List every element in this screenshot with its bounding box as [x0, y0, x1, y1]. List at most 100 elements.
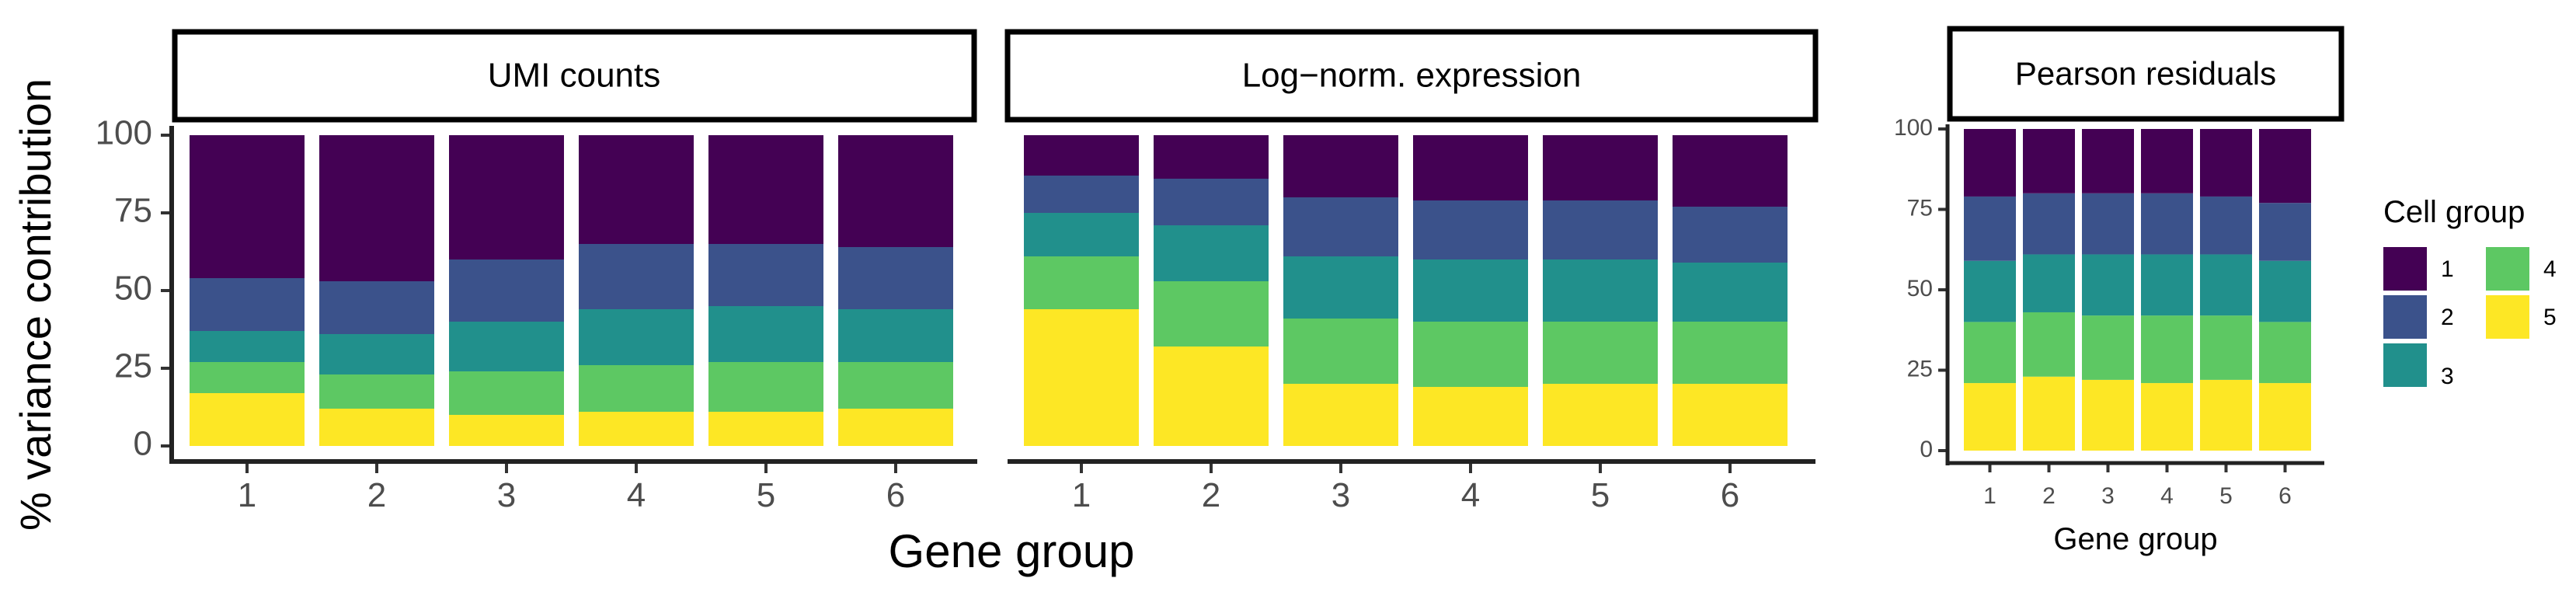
bar-segment-gene-1-cell-2	[190, 278, 305, 331]
x-tick-label: 2	[367, 476, 386, 514]
bar-segment-gene-2-cell-5	[2023, 376, 2075, 451]
bar-segment-gene-4-cell-3	[2141, 254, 2193, 316]
panel-title: Pearson residuals	[2015, 55, 2276, 92]
bar-segment-gene-1-cell-4	[1964, 322, 2016, 384]
bar-segment-gene-1-cell-2	[1024, 176, 1139, 213]
bar-segment-gene-3-cell-5	[1283, 384, 1398, 446]
x-tick-label: 5	[757, 476, 775, 514]
bar-segment-gene-3-cell-3	[449, 322, 564, 371]
x-tick-label: 2	[2042, 483, 2056, 509]
bar-segment-gene-2-cell-5	[1154, 347, 1269, 446]
tick-labels: 1 2 3 4 5 6 0 25 50 75 100	[1894, 115, 2292, 509]
bar-segment-gene-4-cell-4	[1413, 322, 1528, 387]
bar-segment-gene-1-cell-1	[1964, 129, 2016, 197]
bar-segment-gene-2-cell-3	[1154, 225, 1269, 281]
y-tick-label: 25	[1907, 356, 1933, 381]
bar-segment-gene-5-cell-2	[1543, 200, 1658, 259]
legend-label-4: 4	[2543, 256, 2557, 282]
y-tick-label: 50	[1907, 276, 1933, 301]
bar-segment-gene-2-cell-1	[1154, 135, 1269, 179]
bar-segment-gene-6-cell-1	[838, 135, 953, 247]
bar-segment-gene-6-cell-3	[1673, 263, 1788, 322]
bar-segment-gene-3-cell-2	[1283, 197, 1398, 256]
bar-segment-gene-5-cell-4	[1543, 322, 1658, 384]
bar-segment-gene-2-cell-4	[319, 374, 434, 409]
bar-segment-gene-3-cell-5	[449, 415, 564, 446]
bar-segment-gene-5-cell-3	[1543, 259, 1658, 322]
bar-segment-gene-1-cell-5	[190, 393, 305, 446]
y-tick-label: 100	[1894, 115, 1933, 141]
bar-segment-gene-4-cell-4	[579, 365, 694, 412]
x-axis-title: Gene group	[889, 525, 1135, 577]
bar-segment-gene-3-cell-2	[2082, 193, 2134, 255]
legend: Cell group 1 2 3 4 5	[2383, 195, 2557, 389]
bar-segment-gene-5-cell-1	[708, 135, 823, 244]
panel-title: UMI counts	[488, 57, 661, 95]
bar-segment-gene-2-cell-3	[319, 334, 434, 374]
legend-label-5: 5	[2543, 305, 2557, 330]
x-tick-label: 2	[1202, 476, 1220, 514]
bar-segment-gene-5-cell-2	[708, 244, 823, 306]
bar-segment-gene-6-cell-4	[838, 362, 953, 409]
bar-segment-gene-4-cell-5	[2141, 383, 2193, 451]
bar-segment-gene-2-cell-1	[2023, 129, 2075, 193]
bar-segment-gene-4-cell-5	[1413, 387, 1528, 446]
legend-label-2: 2	[2441, 305, 2454, 330]
bars	[1024, 135, 1788, 446]
bar-segment-gene-1-cell-5	[1024, 309, 1139, 446]
x-tick-label: 1	[238, 476, 256, 514]
bar-segment-gene-4-cell-1	[579, 135, 694, 244]
legend-swatch-5	[2486, 295, 2529, 339]
legend-label-3: 3	[2441, 364, 2454, 389]
bar-segment-gene-6-cell-2	[838, 247, 953, 309]
bar-segment-gene-1-cell-1	[190, 135, 305, 278]
y-axis-title: % variance contribution	[11, 78, 60, 531]
x-tick-label: 1	[1983, 483, 1996, 509]
bar-segment-gene-1-cell-4	[1024, 256, 1139, 309]
bar-segment-gene-2-cell-2	[1154, 179, 1269, 225]
x-tick-label: 3	[497, 476, 516, 514]
x-tick-label: 6	[886, 476, 905, 514]
tick-labels: 1 2 3 4 5 6	[1072, 461, 1739, 514]
y-tick-label: 50	[114, 270, 152, 308]
bar-segment-gene-2-cell-2	[2023, 193, 2075, 255]
x-tick-label: 6	[2278, 483, 2292, 509]
bar-segment-gene-5-cell-5	[1543, 384, 1658, 446]
y-tick-label: 75	[1907, 195, 1933, 221]
x-tick-label: 5	[2219, 483, 2233, 509]
bar-segment-gene-6-cell-1	[1673, 135, 1788, 207]
x-tick-label: 4	[1461, 476, 1480, 514]
x-tick-label: 5	[1591, 476, 1610, 514]
bar-segment-gene-6-cell-5	[838, 409, 953, 446]
bar-segment-gene-6-cell-5	[1673, 384, 1788, 446]
bar-segment-gene-5-cell-3	[708, 306, 823, 362]
bars	[1964, 129, 2311, 451]
bar-segment-gene-4-cell-1	[1413, 135, 1528, 200]
y-tick-label: 0	[1920, 437, 1933, 462]
bar-segment-gene-1-cell-1	[1024, 135, 1139, 176]
x-tick-label: 1	[1072, 476, 1091, 514]
bar-segment-gene-3-cell-1	[449, 135, 564, 259]
x-tick-label: 3	[2101, 483, 2115, 509]
bar-segment-gene-3-cell-1	[2082, 129, 2134, 193]
bar-segment-gene-4-cell-4	[2141, 315, 2193, 384]
bar-segment-gene-2-cell-4	[2023, 312, 2075, 377]
bar-segment-gene-6-cell-3	[2259, 260, 2311, 322]
bar-segment-gene-4-cell-3	[1413, 259, 1528, 322]
bar-segment-gene-5-cell-3	[2200, 254, 2252, 316]
legend-swatch-2	[2383, 295, 2427, 339]
bar-segment-gene-4-cell-2	[579, 244, 694, 309]
bar-segment-gene-3-cell-5	[2082, 379, 2134, 451]
bar-segment-gene-4-cell-1	[2141, 129, 2193, 193]
bar-segment-gene-2-cell-5	[319, 409, 434, 446]
bar-segment-gene-3-cell-2	[449, 259, 564, 322]
bar-segment-gene-6-cell-3	[838, 309, 953, 362]
bar-segment-gene-5-cell-2	[2200, 196, 2252, 255]
bars	[190, 135, 953, 446]
bar-segment-gene-5-cell-4	[2200, 315, 2252, 380]
legend-swatch-4	[2486, 247, 2529, 291]
bar-segment-gene-3-cell-4	[2082, 315, 2134, 380]
bar-segment-gene-6-cell-2	[2259, 203, 2311, 261]
x-tick-label: 4	[627, 476, 646, 514]
